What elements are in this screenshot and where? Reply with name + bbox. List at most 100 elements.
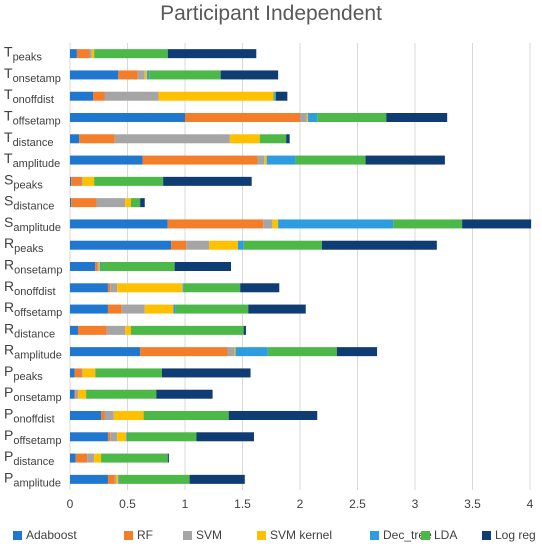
legend-swatch	[124, 531, 133, 541]
bar-segment-adaboost	[70, 411, 102, 420]
bar-segment-rf	[142, 155, 258, 165]
bar-segment-lda	[119, 474, 190, 484]
bar-segment-dec-tree	[278, 219, 394, 229]
bar-segment-lda	[130, 325, 244, 335]
bar-segment-lda	[317, 113, 387, 122]
bar-segment-lda	[86, 389, 157, 399]
bar-segment-svm	[106, 325, 126, 335]
bar-segment-log-reg	[243, 325, 246, 335]
y-category-label: Ponsetamp	[4, 384, 62, 404]
bar-segment-svm-kernel	[117, 283, 183, 293]
legend-label: Dec_tree	[383, 528, 432, 542]
x-tick-label: 0.5	[119, 497, 136, 511]
bar-segment-adaboost	[70, 347, 141, 357]
bar-segment-rf	[75, 453, 88, 463]
bar-segment-svm-kernel	[209, 240, 238, 250]
bar-segment-adaboost	[70, 134, 80, 144]
bar-segment-svm	[300, 113, 307, 122]
bar-segment-lda	[94, 176, 164, 186]
bar-segment-log-reg	[220, 70, 279, 80]
y-category-main: P	[4, 448, 13, 464]
bar-segment-adaboost	[70, 70, 119, 80]
y-category-subscript: amplitude	[13, 222, 61, 234]
y-category-subscript: onoffdist	[14, 286, 55, 298]
y-category-subscript: onsetamp	[13, 73, 61, 85]
bar-segment-lda	[259, 134, 287, 144]
y-category-main: T	[4, 86, 13, 102]
bar-segment-svm	[81, 176, 83, 186]
bar-segment-dec-tree	[118, 474, 120, 484]
bar-segment-lda	[101, 262, 175, 271]
bar-segment-dec-tree	[237, 240, 244, 250]
bar-segment-rf	[71, 198, 97, 208]
bar-segment-log-reg	[174, 262, 231, 271]
bar-segment-log-reg	[248, 304, 306, 314]
y-category-main: P	[4, 406, 13, 422]
legend-item-log-reg: Log reg	[482, 528, 536, 542]
bar-segment-adaboost	[70, 49, 77, 59]
bar-segment-rf	[167, 219, 264, 229]
bar-segment-svm	[87, 453, 95, 463]
bar-segment-adaboost	[70, 219, 168, 229]
bar-segment-svm-kernel	[94, 453, 102, 463]
bar-segment-log-reg	[228, 411, 318, 420]
y-category-main: P	[4, 469, 13, 485]
bar-segment-dec-tree	[308, 113, 318, 122]
bar-segment-svm	[257, 155, 265, 165]
bar-segment-adaboost	[70, 389, 75, 399]
bar-segment-svm	[89, 49, 92, 59]
y-category-label: Tpeaks	[4, 44, 42, 64]
bar-segment-rf	[74, 389, 76, 399]
y-category-subscript: distance	[13, 137, 54, 149]
bar-segment-log-reg	[162, 368, 251, 378]
bar-segment-svm-kernel	[125, 325, 131, 335]
bar-segment-dec-tree	[126, 432, 128, 442]
bar-segment-adaboost	[70, 304, 108, 314]
bar-segment-svm-kernel	[144, 70, 148, 80]
bar-segment-adaboost	[70, 155, 143, 165]
y-category-subscript: distance	[14, 328, 55, 340]
y-category-subscript: offsetamp	[13, 435, 61, 447]
y-category-main: T	[4, 65, 13, 81]
bar-segment-svm-kernel	[306, 113, 309, 122]
bar-segment-svm	[110, 432, 118, 442]
bar-segment-log-reg	[140, 198, 145, 208]
bar-segment-adaboost	[70, 432, 108, 442]
chart-title: Participant Independent	[160, 2, 382, 25]
bar-segment-adaboost	[70, 113, 185, 122]
y-category-label: Rpeaks	[4, 235, 44, 255]
bar-segment-dec-tree	[182, 283, 184, 293]
y-category-subscript: onoffdist	[13, 414, 54, 426]
y-category-label: Pamplitude	[4, 469, 61, 489]
bar-segment-svm	[75, 389, 79, 399]
bar-segment-svm	[121, 304, 145, 314]
bar-segment-log-reg	[462, 219, 532, 229]
bar-segment-lda	[295, 155, 366, 165]
x-tick-label: 3.5	[464, 497, 481, 511]
y-category-subscript: peaks	[14, 243, 44, 255]
bar-segment-log-reg	[321, 240, 437, 250]
bar-segment-adaboost	[70, 368, 75, 378]
y-category-main: T	[4, 108, 13, 124]
x-tick-label: 2.5	[349, 497, 366, 511]
bar-segment-rf	[79, 134, 115, 144]
bar-segment-svm-kernel	[264, 155, 267, 165]
y-category-main: R	[4, 320, 14, 336]
bar-segment-svm-kernel	[82, 176, 95, 186]
y-category-subscript: peaks	[13, 371, 43, 383]
bar-segment-lda	[143, 411, 229, 420]
y-category-main: T	[4, 44, 13, 60]
y-category-main: S	[4, 193, 13, 209]
legend-swatch	[257, 531, 266, 541]
bar-segment-svm	[227, 347, 235, 357]
x-tick-label: 1	[182, 497, 189, 511]
bar-segment-adaboost	[70, 453, 76, 463]
y-category-subscript: distance	[13, 456, 54, 468]
y-category-main: P	[4, 427, 13, 443]
chart-plot: 0 0.5 1 1.5 2 2.5 3 3.5 4TpeaksTonsetampTonoffdi…	[4, 43, 534, 511]
y-category-subscript: peaks	[13, 179, 43, 191]
y-category-label: Tonsetamp	[4, 65, 61, 85]
bar-segment-rf	[107, 474, 115, 484]
y-category-label: Sdistance	[4, 193, 54, 213]
